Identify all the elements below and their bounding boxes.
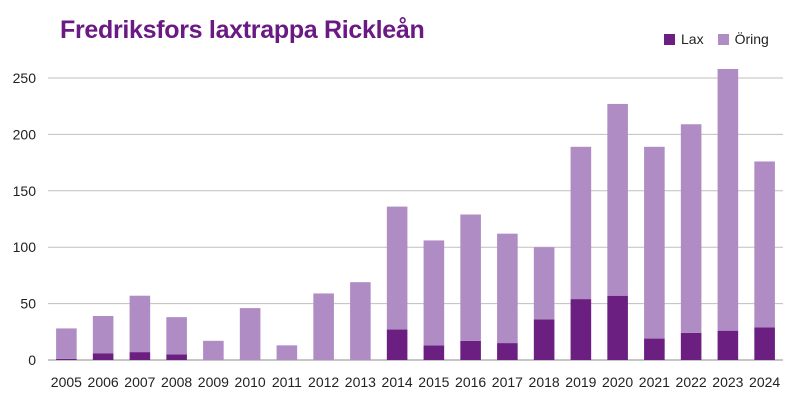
bar-oring-2005 [56, 328, 77, 359]
bar-oring-2022 [680, 124, 702, 333]
x-tick-label: 2014 [382, 374, 413, 390]
y-tick-label: 250 [13, 70, 37, 86]
y-tick-label: 0 [28, 352, 36, 368]
x-tick-label: 2017 [492, 374, 523, 390]
bar-lax-2017 [497, 343, 518, 360]
x-tick-label: 2024 [749, 374, 780, 390]
bar-oring-2009 [203, 340, 224, 360]
y-tick-label: 50 [20, 296, 36, 312]
bar-oring-2008 [166, 317, 187, 355]
chart-title: Fredriksfors laxtrappa Rickleån [60, 16, 425, 44]
bar-oring-2016 [460, 214, 481, 341]
bar-oring-2021 [644, 146, 665, 339]
x-tick-label: 2020 [602, 374, 633, 390]
bar-lax-2018 [533, 319, 555, 360]
bar-lax-2022 [680, 332, 702, 360]
legend: Lax Öring [664, 31, 769, 47]
x-tick-label: 2023 [712, 374, 743, 390]
bar-oring-2013 [350, 282, 371, 360]
legend-label-oring: Öring [734, 31, 769, 47]
bar-oring-2006 [92, 316, 114, 354]
x-tick-label: 2018 [529, 374, 560, 390]
x-tick-label: 2010 [235, 374, 266, 390]
legend-swatch-oring [717, 33, 729, 45]
bar-oring-2007 [129, 295, 151, 353]
y-tick-label: 100 [13, 239, 37, 255]
bar-oring-2015 [423, 240, 445, 346]
y-tick-label: 200 [13, 126, 37, 142]
bar-oring-2020 [607, 103, 628, 296]
bar-lax-2024 [754, 327, 775, 360]
legend-swatch-lax [664, 33, 675, 45]
bar-lax-2005 [56, 358, 77, 360]
bar-oring-2012 [313, 293, 334, 360]
x-tick-label: 2022 [676, 374, 707, 390]
bar-oring-2017 [497, 233, 518, 344]
x-tick-label: 2019 [565, 374, 596, 390]
x-tick-label: 2007 [124, 374, 155, 390]
legend-item-oring: Öring [717, 31, 769, 47]
x-tick-label: 2012 [308, 374, 339, 390]
x-tick-label: 2009 [198, 374, 229, 390]
x-tick-label: 2011 [272, 374, 302, 390]
bar-oring-2018 [533, 247, 555, 320]
bar-lax-2020 [607, 295, 628, 360]
bar-oring-2019 [570, 146, 592, 300]
bar-lax-2006 [92, 353, 114, 360]
bar-lax-2015 [423, 345, 445, 360]
x-tick-label: 2013 [345, 374, 376, 390]
bar-lax-2007 [129, 352, 151, 360]
bar-oring-2024 [754, 161, 775, 328]
bar-lax-2008 [166, 354, 187, 360]
bar-lax-2014 [386, 329, 408, 360]
bar-oring-2023 [717, 68, 739, 331]
x-tick-label: 2005 [51, 374, 82, 390]
x-tick-label: 2015 [418, 374, 449, 390]
legend-label-lax: Lax [681, 31, 704, 47]
x-tick-label: 2021 [639, 374, 670, 390]
x-tick-label: 2016 [455, 374, 486, 390]
y-tick-label: 150 [13, 183, 37, 199]
bar-lax-2016 [460, 340, 481, 360]
bar-lax-2021 [644, 338, 665, 360]
bar-lax-2019 [570, 299, 592, 360]
x-tick-label: 2006 [88, 374, 119, 390]
bar-oring-2011 [276, 345, 298, 360]
x-tick-label: 2008 [161, 374, 192, 390]
legend-item-lax: Lax [664, 31, 704, 47]
bar-lax-2023 [717, 330, 739, 360]
bar-oring-2014 [386, 206, 408, 330]
bar-oring-2010 [239, 308, 261, 360]
